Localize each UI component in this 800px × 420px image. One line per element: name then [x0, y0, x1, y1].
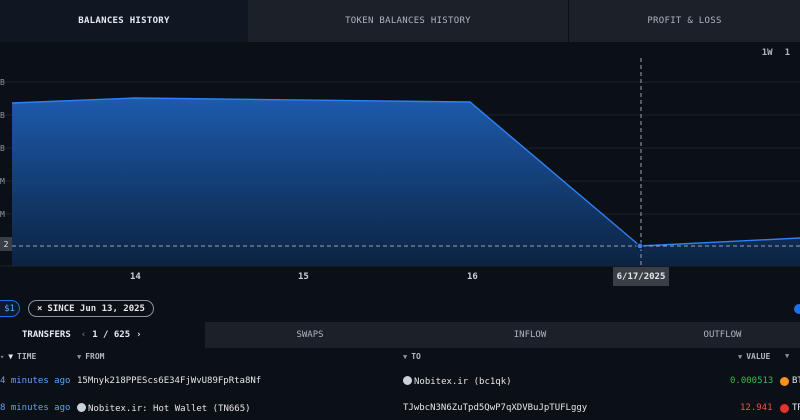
tab-outflow[interactable]: OUTFLOW — [703, 330, 742, 340]
from-column-header[interactable]: ▼ FROM — [77, 352, 104, 361]
top-tabs: BALANCES HISTORY TOKEN BALANCES HISTORY … — [0, 0, 800, 42]
token-cell[interactable]: TR — [780, 403, 800, 413]
to-cell[interactable]: TJwbcN3N6ZuTpd5QwP7qXDVBuJpTUFLggy — [403, 403, 588, 413]
time-cell[interactable]: 4 minutes ago — [0, 376, 71, 386]
value-header-label: VALUE — [746, 352, 771, 361]
balance-area — [12, 98, 800, 266]
tron-icon — [780, 403, 789, 413]
tab-swaps[interactable]: SWAPS — [296, 330, 324, 340]
since-filter-chip[interactable]: × SINCE Jun 13, 2025 — [28, 300, 154, 317]
tab-token-balances-history[interactable]: TOKEN BALANCES HISTORY — [248, 0, 568, 42]
from-header-label: FROM — [85, 352, 105, 361]
scroll-handle[interactable] — [794, 304, 800, 314]
value-cell: 0.000513 — [730, 376, 774, 386]
token-label: TR — [792, 403, 800, 413]
section-tabs: TRANSFERS ‹ 1 / 625 › SWAPS INFLOW OUTFL… — [0, 322, 800, 348]
sort-down-icon[interactable]: ▼ — [8, 352, 14, 361]
range-1-button[interactable]: 1 — [784, 48, 790, 58]
to-header-label: TO — [411, 352, 421, 361]
filter-icon[interactable]: ▼ — [785, 352, 790, 360]
table-row[interactable]: 4 minutes ago 15Mnyk218PPEScs6E34FjWvU89… — [0, 371, 800, 393]
table-row[interactable]: 8 minutes ago Nobitex.ir: Hot Wallet (TN… — [0, 398, 800, 420]
hover-value-tooltip: 2 — [0, 237, 12, 251]
bitcoin-icon — [780, 376, 789, 386]
tab-transfers[interactable]: TRANSFERS ‹ 1 / 625 › — [0, 322, 205, 348]
chevron-left-icon[interactable]: ‹ — [80, 330, 87, 340]
balance-chart[interactable]: 1W 1 B B B M M 2 14 15 16 6/17/2025 — [0, 42, 800, 292]
time-cell[interactable]: 8 minutes ago — [0, 403, 71, 413]
chart-plot — [0, 58, 800, 267]
token-label: BT — [792, 376, 800, 386]
y-axis-label: B — [0, 144, 5, 153]
from-cell[interactable]: Nobitex.ir: Hot Wallet (TN665) — [77, 403, 251, 414]
hover-date-tooltip: 6/17/2025 — [613, 267, 669, 286]
entity-icon — [403, 376, 412, 385]
token-cell[interactable]: BT — [780, 376, 800, 386]
table-header: ▾ ▼ TIME ▼ FROM ▼ TO ▼ VALUE ▼ — [0, 348, 800, 364]
since-filter-label: SINCE Jun 13, 2025 — [47, 303, 145, 314]
to-cell[interactable]: Nobitex.ir (bc1qk) — [403, 376, 512, 387]
y-axis-label: M — [0, 210, 5, 219]
y-axis-label: B — [0, 78, 5, 87]
tab-profit-loss[interactable]: PROFIT & LOSS — [568, 0, 800, 42]
to-column-header[interactable]: ▼ TO — [403, 352, 421, 361]
filter-row: $1 × SINCE Jun 13, 2025 — [0, 298, 800, 320]
value-column-header[interactable]: ▼ VALUE — [738, 352, 770, 361]
filter-icon[interactable]: ▾ — [0, 352, 5, 361]
chevron-right-icon[interactable]: › — [136, 330, 142, 340]
entity-icon — [77, 403, 86, 412]
value-cell: 12.941 — [740, 403, 773, 413]
transfers-label: TRANSFERS — [22, 330, 71, 340]
token-column-header[interactable]: ▼ — [785, 352, 789, 360]
balance-line — [11, 97, 800, 247]
close-icon[interactable]: × — [37, 303, 43, 314]
from-address-label[interactable]: Nobitex.ir: Hot Wallet (TN665) — [88, 404, 251, 414]
x-axis-label: 15 — [298, 272, 309, 282]
time-header-label: TIME — [17, 352, 37, 361]
x-axis-label: 16 — [467, 272, 478, 282]
value-filter-chip[interactable]: $1 — [0, 300, 20, 317]
y-axis-label: B — [0, 111, 5, 120]
range-1w-button[interactable]: 1W — [761, 48, 773, 58]
to-address-label[interactable]: Nobitex.ir (bc1qk) — [414, 377, 512, 387]
hover-point — [636, 242, 644, 250]
page-indicator: 1 / 625 — [92, 330, 131, 340]
filter-icon[interactable]: ▼ — [77, 352, 82, 361]
filter-icon[interactable]: ▼ — [403, 352, 408, 361]
filter-icon[interactable]: ▼ — [738, 352, 743, 361]
y-axis-label: M — [0, 177, 5, 186]
time-column-header[interactable]: ▾ ▼ TIME — [0, 352, 36, 361]
from-cell[interactable]: 15Mnyk218PPEScs6E34FjWvU89FpRta8Nf — [77, 376, 262, 386]
pagination: ‹ 1 / 625 › — [81, 330, 142, 340]
range-selector: 1W 1 — [750, 48, 790, 58]
x-axis-label: 14 — [130, 272, 141, 282]
tab-balances-history[interactable]: BALANCES HISTORY — [0, 0, 248, 42]
tab-inflow[interactable]: INFLOW — [513, 330, 547, 340]
